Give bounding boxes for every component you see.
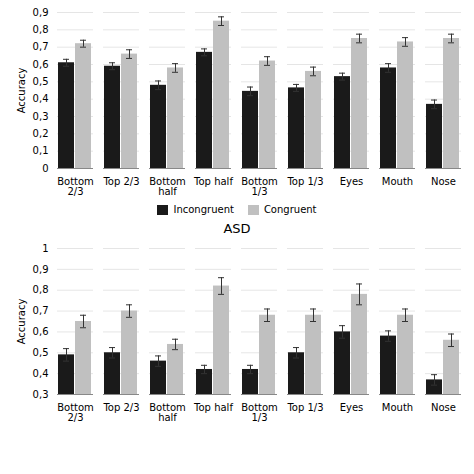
svg-text:0: 0 <box>42 163 48 174</box>
html-text:ASD: ASD <box>223 221 251 236</box>
svg-text:Accuracy: Accuracy <box>16 68 27 114</box>
svg-text:Mouth: Mouth <box>382 402 413 413</box>
svg-text:0,8: 0,8 <box>33 24 49 35</box>
svg-text:0,7: 0,7 <box>33 41 49 52</box>
svg-text:Bottom1/3: Bottom1/3 <box>241 176 278 197</box>
svg-text:0,3: 0,3 <box>33 111 49 122</box>
svg-text:Nose: Nose <box>431 176 456 187</box>
html-text:Incongruent: Incongruent <box>173 204 234 215</box>
svg-text:Bottom2/3: Bottom2/3 <box>57 176 94 197</box>
svg-text:0,9: 0,9 <box>33 264 49 275</box>
svg-text:Top half: Top half <box>193 402 233 413</box>
svg-text:0,7: 0,7 <box>33 305 49 316</box>
svg-text:Top 2/3: Top 2/3 <box>102 176 139 187</box>
svg-text:Eyes: Eyes <box>340 402 364 413</box>
svg-text:0,2: 0,2 <box>33 128 49 139</box>
svg-text:0,9: 0,9 <box>33 7 49 18</box>
svg-text:0,4: 0,4 <box>33 368 49 379</box>
svg-text:Bottomhalf: Bottomhalf <box>149 402 186 423</box>
svg-text:0,5: 0,5 <box>33 347 49 358</box>
svg-text:Bottom2/3: Bottom2/3 <box>57 402 94 423</box>
svg-text:0,4: 0,4 <box>33 93 49 104</box>
svg-text:0,6: 0,6 <box>33 326 49 337</box>
svg-text:Top half: Top half <box>193 176 233 187</box>
svg-text:Top 2/3: Top 2/3 <box>102 402 139 413</box>
svg-text:Top 1/3: Top 1/3 <box>286 402 323 413</box>
svg-text:Mouth: Mouth <box>382 176 413 187</box>
svg-text:0,1: 0,1 <box>33 145 49 156</box>
svg-text:Bottomhalf: Bottomhalf <box>149 176 186 197</box>
svg-text:Nose: Nose <box>431 402 456 413</box>
svg-text:Bottom1/3: Bottom1/3 <box>241 402 278 423</box>
svg-text:Accuracy: Accuracy <box>16 299 27 345</box>
svg-text:0,8: 0,8 <box>33 284 49 295</box>
svg-text:0,6: 0,6 <box>33 59 49 70</box>
svg-text:Eyes: Eyes <box>340 176 364 187</box>
svg-text:0,5: 0,5 <box>33 76 49 87</box>
svg-text:Top 1/3: Top 1/3 <box>286 176 323 187</box>
html-text:Congruent: Congruent <box>263 204 317 215</box>
svg-text:1: 1 <box>42 243 48 254</box>
svg-text:0,3: 0,3 <box>33 389 49 400</box>
